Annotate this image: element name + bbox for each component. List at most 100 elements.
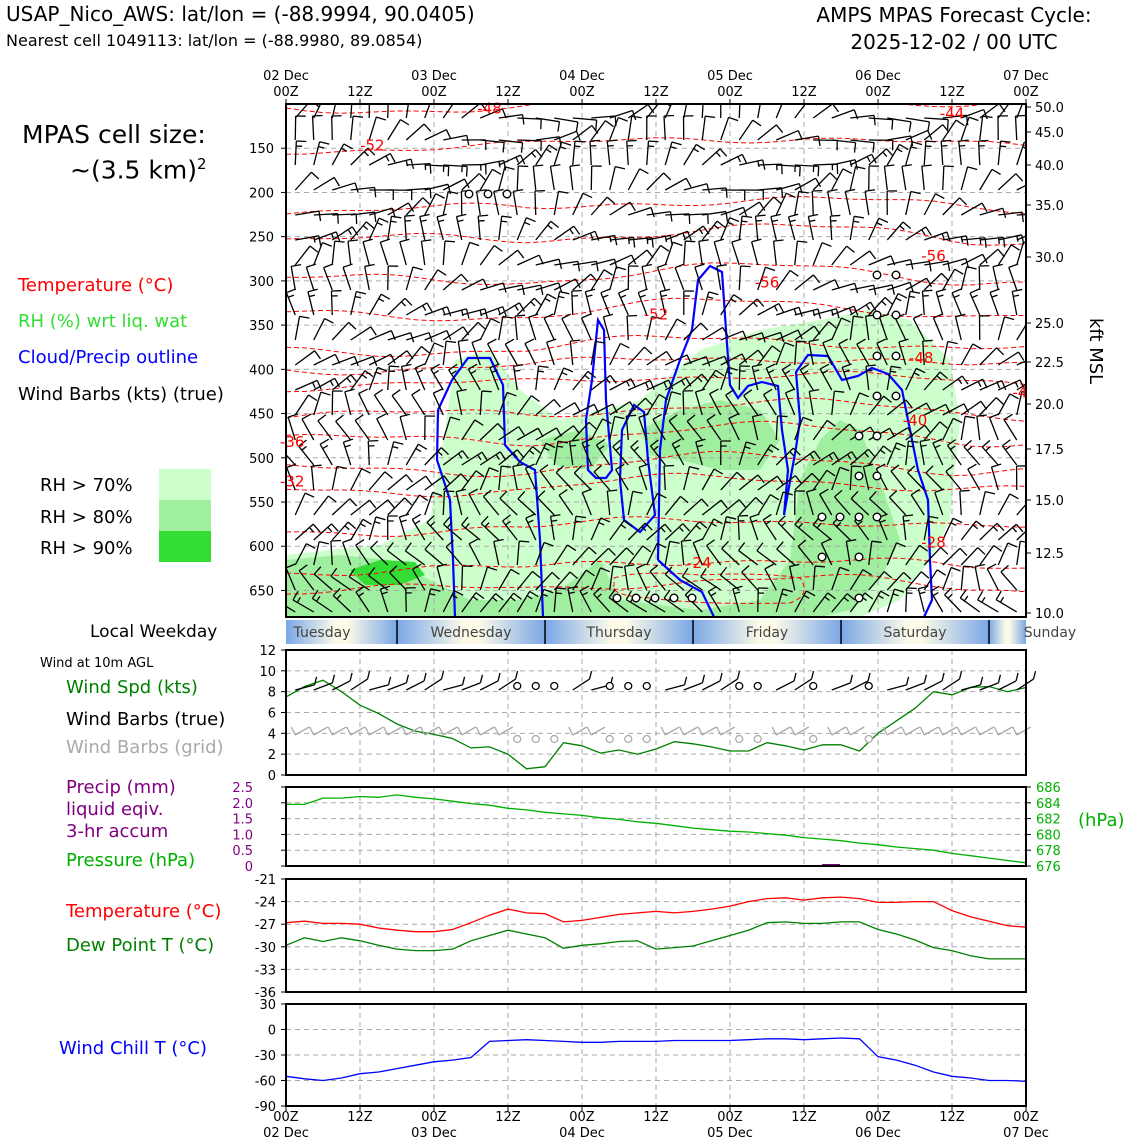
wind-barb	[756, 542, 777, 566]
bottom-date-label: 03 Dec	[411, 1126, 457, 1140]
surface-barb-true	[849, 672, 871, 691]
wind-barb	[794, 274, 821, 291]
surface-barb-true	[369, 676, 392, 691]
wind-barb	[368, 516, 386, 541]
wind-barb	[888, 490, 907, 516]
legend-precip-accum: 3-hr accum	[66, 821, 169, 842]
wind-barb	[609, 415, 625, 441]
wind-barb	[498, 154, 526, 166]
surface-barb-grid	[364, 726, 384, 736]
wind-barb	[656, 263, 668, 291]
wind-barb	[664, 318, 687, 341]
surface-barb-grid	[827, 726, 847, 736]
wind-barb	[498, 315, 513, 341]
calm-wind-circle	[612, 593, 622, 603]
wind-barb	[831, 566, 850, 591]
calm-wind-circle	[650, 593, 660, 603]
wind-barb	[665, 213, 691, 224]
temp-contour-label: -4	[1012, 383, 1027, 401]
wind-barb	[475, 189, 487, 216]
pressure-grid	[286, 787, 1026, 866]
wind-barb	[960, 266, 977, 291]
wind-barb	[960, 253, 988, 266]
legend-wind-barbs: Wind Barbs (kts) (true)	[18, 384, 224, 405]
wind-barb	[878, 313, 890, 341]
wind-barb	[479, 390, 492, 416]
surface-calm-grid	[753, 734, 762, 744]
wind-barb	[455, 213, 467, 241]
cloud-outline-path-4	[656, 264, 934, 617]
wind-barb	[901, 164, 912, 191]
wind-barb	[461, 516, 481, 541]
surface-barb-true	[961, 676, 984, 691]
wind-barb	[313, 141, 330, 166]
wind-barb	[442, 416, 461, 441]
wind-speed-line	[285, 679, 1027, 770]
bottom-hour-label: 00Z	[569, 1110, 595, 1125]
wind-barb	[751, 238, 762, 266]
wind-barb	[331, 465, 347, 491]
wind-barb	[479, 467, 499, 491]
wind-barb	[1016, 235, 1026, 241]
wind-barb	[424, 183, 452, 195]
wind-barb	[776, 306, 803, 317]
wind-barb	[553, 440, 568, 466]
wind-barb	[812, 592, 837, 613]
wind-barb	[612, 439, 629, 466]
wind-barb	[683, 183, 711, 194]
wind-barb	[387, 265, 399, 291]
wind-barb	[849, 250, 877, 266]
wind-barb	[713, 238, 725, 266]
wind-barb	[432, 388, 444, 416]
wind-barb	[942, 547, 968, 566]
wind-barb	[765, 363, 777, 391]
wind-barb	[829, 214, 841, 241]
surface-barb-true	[295, 676, 318, 691]
wind-barb	[535, 220, 559, 241]
wind-barb	[986, 563, 999, 591]
wind-barb	[553, 425, 581, 441]
wind-barb	[443, 164, 468, 177]
wind-barb	[572, 370, 597, 391]
wind-barb	[794, 104, 818, 119]
wind-barb	[683, 213, 709, 224]
wind-barb	[808, 338, 819, 366]
wind-barb	[573, 465, 592, 491]
wind-barb	[313, 176, 340, 191]
wind-barb	[720, 471, 745, 491]
wind-barb	[924, 117, 949, 130]
wind-barb	[572, 273, 598, 291]
weekday-cell	[693, 620, 841, 644]
wind-barb	[424, 306, 452, 317]
wind-barb	[902, 514, 914, 541]
pressure-panel-frame	[285, 786, 1027, 867]
wind-barb	[664, 540, 680, 566]
top-date-label: 04 Dec	[559, 69, 605, 84]
wind-barb	[568, 439, 580, 466]
wind-barb	[405, 443, 428, 466]
wind-barb	[305, 263, 317, 291]
wind-barb	[606, 139, 618, 166]
wind-barb	[628, 206, 655, 218]
wind-barb	[868, 395, 892, 416]
legend-rh90: RH > 90%	[40, 538, 133, 559]
wind-barb	[849, 165, 866, 191]
wind-barb	[923, 193, 945, 216]
wind-barb	[391, 389, 407, 416]
pressure-tick-label: 250	[249, 231, 274, 246]
wind-barb	[701, 115, 716, 141]
wind-barb	[812, 469, 836, 491]
wind-barb	[310, 464, 322, 491]
surface-calm-grid	[513, 734, 522, 744]
bottom-date-label: 04 Dec	[559, 1126, 605, 1140]
wind-barb	[480, 139, 505, 153]
wind-barb	[834, 489, 851, 516]
wind-barb	[812, 242, 832, 266]
surface-barb-true	[794, 670, 815, 691]
wind-barb	[940, 139, 952, 166]
wind-barb	[977, 590, 999, 613]
wind-barb	[553, 141, 572, 166]
wind-barb	[887, 281, 914, 293]
y-tick-label: 4	[268, 727, 276, 742]
calm-wind-circle	[872, 512, 882, 522]
